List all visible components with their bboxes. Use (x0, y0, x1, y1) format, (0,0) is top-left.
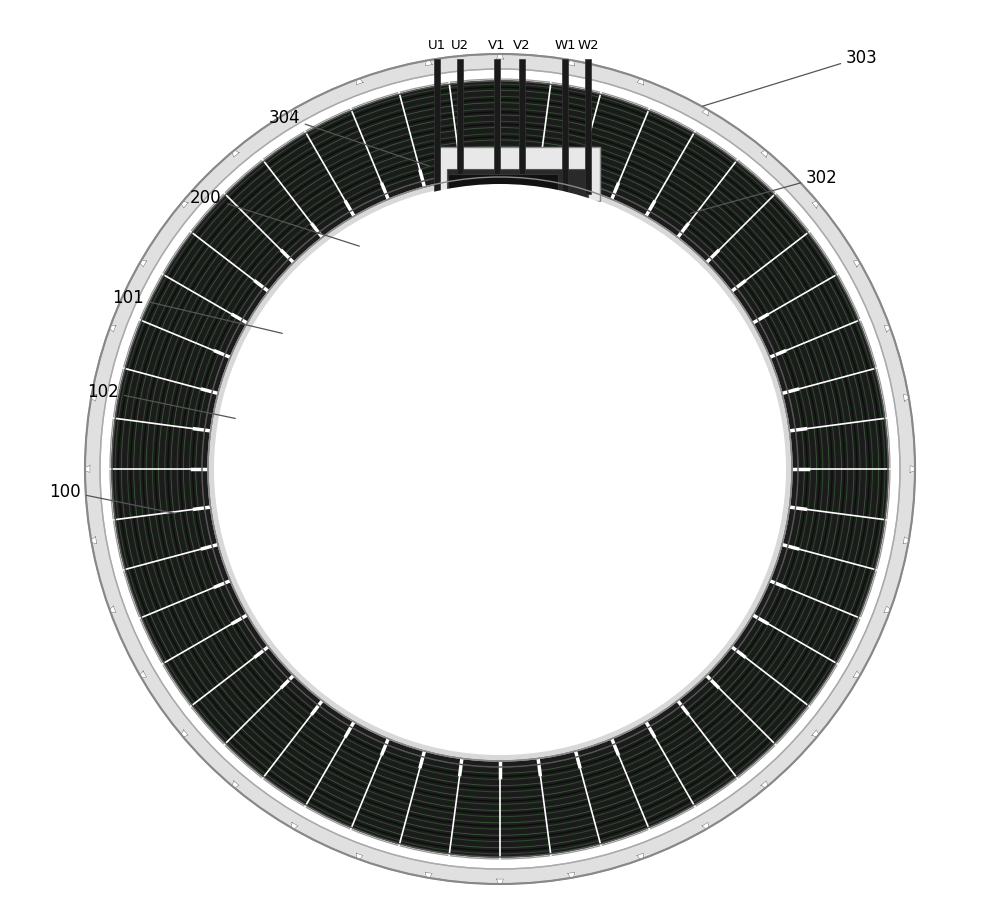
Circle shape (100, 70, 900, 869)
Text: 101: 101 (112, 289, 282, 334)
Polygon shape (140, 261, 147, 268)
Bar (494, 60, 500, 195)
Bar (447, 170, 588, 200)
Circle shape (110, 80, 890, 859)
Polygon shape (884, 607, 891, 613)
Polygon shape (568, 61, 575, 67)
Circle shape (215, 185, 785, 754)
Polygon shape (425, 872, 432, 878)
Bar (435, 148, 600, 201)
Polygon shape (812, 201, 819, 209)
Polygon shape (884, 326, 891, 333)
Polygon shape (91, 395, 97, 402)
Polygon shape (853, 671, 860, 679)
Circle shape (85, 55, 915, 884)
Bar (448, 175, 558, 195)
Polygon shape (702, 823, 709, 829)
Circle shape (112, 82, 888, 857)
Bar (434, 60, 440, 195)
Polygon shape (291, 109, 298, 117)
Polygon shape (761, 781, 768, 788)
Polygon shape (903, 537, 909, 544)
Bar (562, 60, 568, 195)
Polygon shape (85, 466, 90, 473)
Text: W2: W2 (577, 39, 599, 52)
Polygon shape (496, 55, 504, 60)
Polygon shape (140, 671, 147, 679)
Polygon shape (291, 823, 298, 829)
Polygon shape (910, 466, 915, 473)
Polygon shape (637, 79, 644, 86)
Text: V2: V2 (513, 39, 531, 52)
Polygon shape (496, 879, 503, 884)
Bar (519, 60, 525, 195)
Text: 200: 200 (190, 189, 359, 247)
Circle shape (208, 178, 792, 762)
Text: W1: W1 (554, 39, 576, 52)
Polygon shape (812, 730, 819, 737)
Polygon shape (702, 109, 709, 117)
Text: 304: 304 (268, 109, 429, 167)
Bar (585, 60, 591, 195)
Polygon shape (425, 61, 432, 67)
Polygon shape (853, 261, 860, 268)
Polygon shape (232, 781, 239, 788)
Text: U2: U2 (451, 39, 469, 52)
Polygon shape (761, 151, 768, 158)
Text: V1: V1 (488, 39, 506, 52)
Polygon shape (356, 853, 363, 860)
Polygon shape (181, 730, 188, 737)
Text: U1: U1 (428, 39, 446, 52)
Text: 100: 100 (49, 483, 175, 514)
Polygon shape (109, 607, 116, 613)
Text: 302: 302 (691, 169, 838, 214)
Circle shape (214, 184, 786, 755)
Text: 102: 102 (87, 383, 235, 419)
Polygon shape (903, 395, 909, 402)
Polygon shape (181, 201, 188, 209)
Polygon shape (232, 151, 239, 158)
Polygon shape (109, 326, 116, 333)
Polygon shape (568, 872, 575, 878)
Polygon shape (91, 537, 97, 544)
Polygon shape (356, 79, 363, 86)
Polygon shape (637, 853, 644, 860)
Text: 303: 303 (703, 49, 878, 107)
Bar (457, 60, 463, 195)
